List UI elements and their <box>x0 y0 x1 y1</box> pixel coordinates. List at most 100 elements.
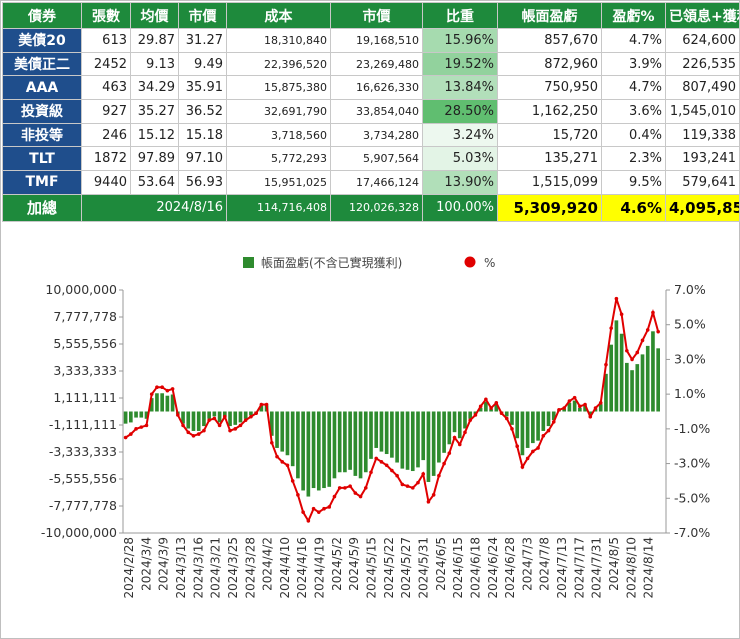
pl-bar <box>343 411 347 473</box>
pl-bar <box>572 400 577 412</box>
pl-bar <box>379 411 384 452</box>
pct-point <box>374 456 379 461</box>
market-value-cell: 33,854,040 <box>330 99 423 124</box>
x-tick-label: 2024/6/18 <box>469 537 483 599</box>
pl-bar <box>207 411 211 419</box>
right-tick-label: -1.0% <box>674 421 710 436</box>
pct-point <box>625 348 629 353</box>
pl-percent-cell: 2.3% <box>601 146 666 172</box>
pct-point <box>405 484 410 488</box>
x-tick-label: 2024/6/28 <box>503 537 517 599</box>
pct-point <box>191 434 196 438</box>
table-row: TMF 9440 53.64 56.93 15,951,025 17,466,124 13.… <box>2 170 740 195</box>
x-tick-label: 2024/5/31 <box>417 537 431 599</box>
pct-point <box>322 506 326 511</box>
x-tick-label: 2024/3/4 <box>139 537 153 591</box>
x-tick-label: 2024/8/10 <box>624 537 638 599</box>
pl-bar <box>593 409 598 412</box>
legend-bar-swatch <box>243 257 254 268</box>
pct-point <box>504 416 509 421</box>
pl-bar <box>395 411 399 463</box>
avg-price-cell: 9.13 <box>130 51 179 77</box>
x-tick-label: 2024/5/22 <box>382 537 396 599</box>
pct-point <box>358 494 363 499</box>
header-cell: 比重 <box>422 2 498 29</box>
pct-point <box>207 418 211 422</box>
pct-point <box>384 463 389 468</box>
pct-point <box>536 446 540 450</box>
pl-cell: 135,271 <box>497 146 602 172</box>
pct-point <box>410 486 415 490</box>
pct-point <box>327 505 332 509</box>
chart-legend: 帳面盈虧(不含已實現獲利)% <box>243 255 495 270</box>
pct-point <box>181 423 185 428</box>
pl-bar <box>405 411 410 470</box>
income-cell: 1,545,010 <box>665 99 740 124</box>
pct-point <box>259 402 264 407</box>
pct-point <box>442 461 446 466</box>
pl-bar <box>536 411 540 441</box>
pct-point <box>463 430 467 435</box>
header-cell: 已領息+獲利 <box>665 2 740 29</box>
pl-bar <box>457 411 462 439</box>
pl-bar <box>489 409 493 412</box>
header-cell: 成本 <box>226 2 331 29</box>
x-tick-label: 2024/5/2 <box>330 537 344 591</box>
pct-point <box>264 402 269 407</box>
income-cell: 119,338 <box>665 122 740 148</box>
bond-name-cell: 非投等 <box>2 122 82 148</box>
pl-bar <box>191 411 196 431</box>
pl-bar <box>614 320 619 412</box>
weight-cell: 3.24% <box>422 122 498 148</box>
pl-bar <box>609 344 614 412</box>
pl-bar <box>160 393 164 412</box>
pl-bar <box>510 411 514 425</box>
left-tick-label: -3,333,333 <box>49 444 117 459</box>
x-tick-label: 2024/3/9 <box>157 537 171 591</box>
pct-point <box>149 392 154 396</box>
pct-point <box>238 423 243 428</box>
pct-point <box>447 451 452 455</box>
right-tick-label: -5.0% <box>674 490 710 505</box>
total-date: 2024/8/16 <box>81 193 227 222</box>
pct-point <box>416 480 420 485</box>
total-pl-percent: 4.6% <box>601 193 666 222</box>
price-cell: 9.49 <box>178 51 227 77</box>
pl-bar <box>280 411 285 452</box>
total-row: 加總 2024/8/16 114,716,408 120,026,328 100.00%… <box>2 193 740 222</box>
qty-cell: 927 <box>81 99 131 124</box>
income-cell: 193,241 <box>665 146 740 172</box>
pl-bar <box>165 395 170 412</box>
x-tick-label: 2024/3/16 <box>191 537 205 599</box>
market-value-cell: 19,168,510 <box>330 28 423 53</box>
price-cell: 15.18 <box>178 122 227 148</box>
pl-bar <box>222 411 227 417</box>
pl-bar <box>478 407 483 412</box>
left-tick-label: -5,555,556 <box>49 471 117 486</box>
pl-cell: 750,950 <box>497 75 602 101</box>
pl-bar <box>541 411 546 431</box>
pct-point <box>484 397 488 402</box>
pct-point <box>562 406 566 410</box>
pl-bar <box>416 411 420 468</box>
weight-cell: 13.84% <box>422 75 498 101</box>
pct-point <box>311 506 316 511</box>
pl-bar <box>452 411 457 433</box>
pct-point <box>369 470 373 475</box>
pl-bar <box>588 411 593 416</box>
pl-bar <box>186 411 191 429</box>
price-cell: 36.52 <box>178 99 227 124</box>
pct-point <box>332 494 337 499</box>
cost-cell: 18,310,840 <box>226 28 331 53</box>
pl-bar <box>504 411 509 417</box>
pl-percent-cell: 0.4% <box>601 122 666 148</box>
pct-point <box>301 510 305 514</box>
x-tick-label: 2024/3/28 <box>243 537 257 599</box>
left-tick-label: 3,333,333 <box>53 363 117 378</box>
qty-cell: 9440 <box>81 170 131 195</box>
pct-point <box>515 444 519 449</box>
cost-cell: 22,396,520 <box>226 51 331 77</box>
pl-bar <box>233 411 238 425</box>
pl-percent-cell: 3.6% <box>601 99 666 124</box>
pct-point <box>593 406 598 410</box>
